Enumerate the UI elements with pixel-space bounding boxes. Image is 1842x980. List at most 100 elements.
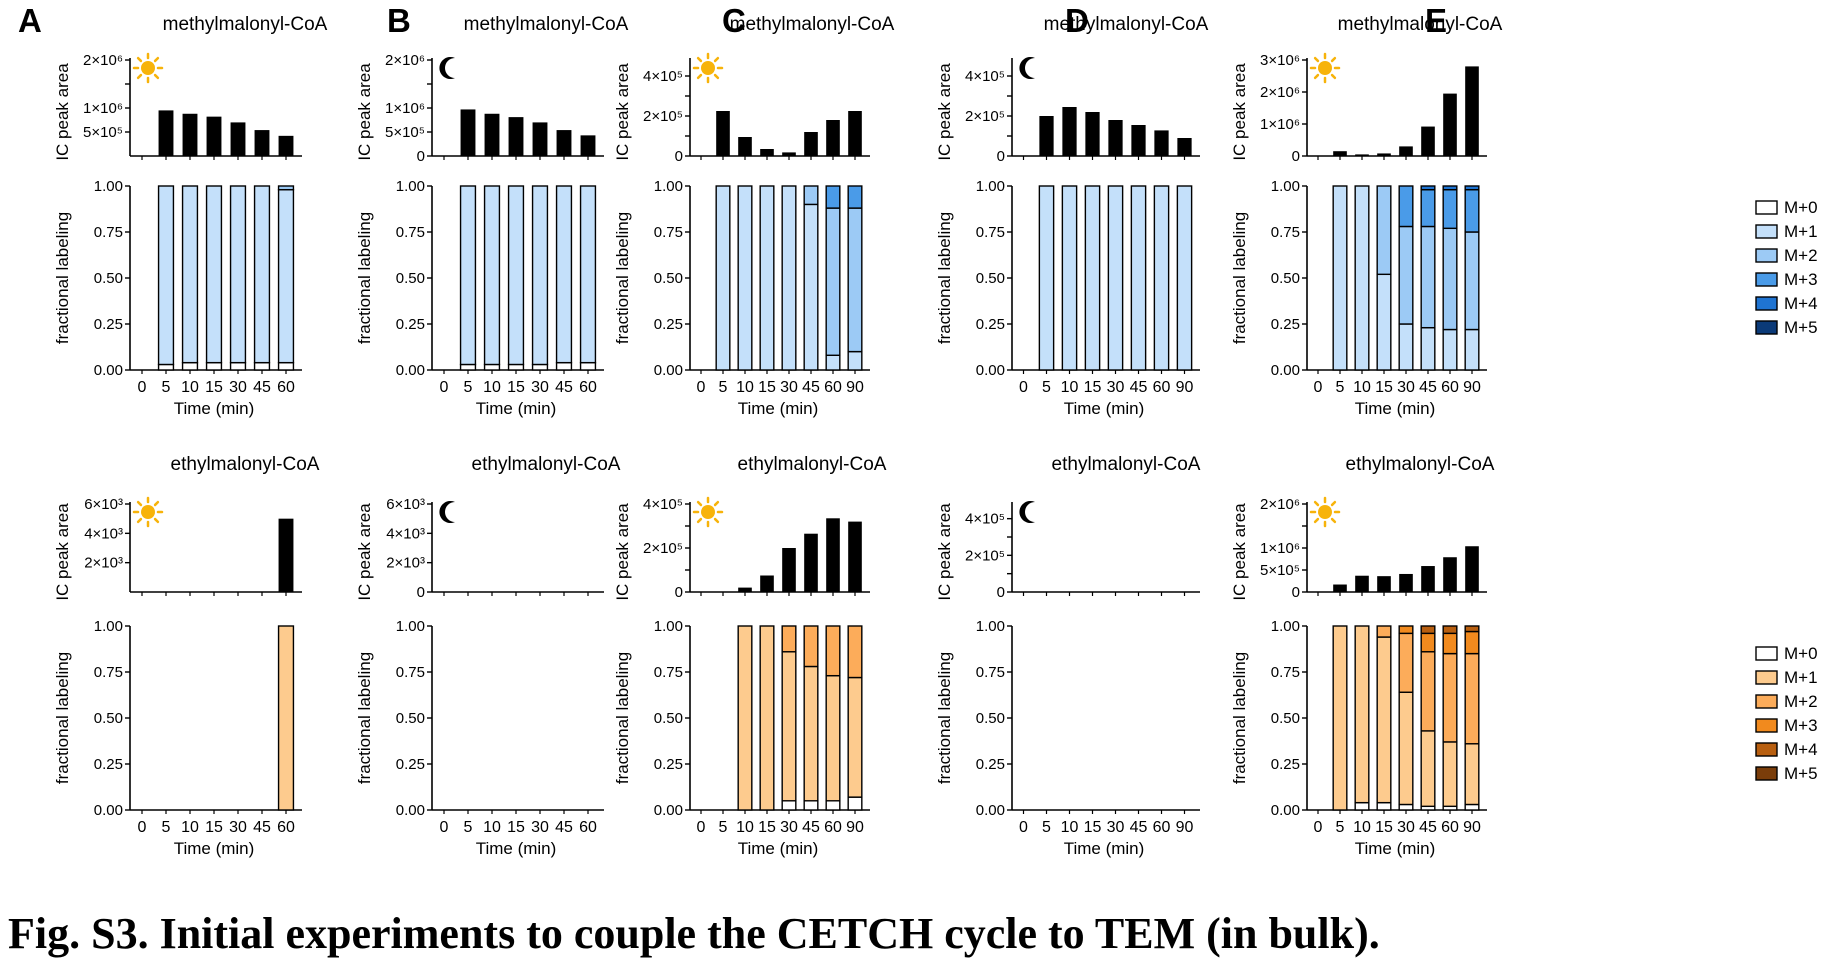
x-tick-label: 60 — [1153, 819, 1171, 836]
frac-bar-segment — [1376, 625, 1392, 638]
frac-bar-segment — [781, 625, 797, 653]
frac-bar-segment — [1442, 652, 1458, 743]
frac-bar-segment — [1176, 185, 1193, 371]
x-tick-label: 15 — [507, 379, 525, 396]
frac-y-tick-label: 0.50 — [654, 270, 683, 287]
peak-y-tick-label: 0 — [675, 584, 683, 601]
frac-bar-segment — [483, 363, 501, 371]
frac-bar-segment — [253, 185, 271, 364]
x-tick-label: 5 — [1336, 819, 1345, 836]
legend-swatch — [1755, 224, 1778, 239]
frac-bar-segment — [803, 800, 819, 811]
x-tick-label: 60 — [1441, 379, 1459, 396]
x-tick-label: 0 — [1314, 379, 1323, 396]
x-axis-label: Time (min) — [738, 839, 819, 858]
frac-bar-segment — [1442, 328, 1458, 371]
frac-y-tick-label: 0.25 — [94, 756, 123, 773]
peak-y-label: IC peak area — [935, 63, 954, 161]
frac-bar-segment — [579, 185, 597, 364]
peak-y-tick-label: 1×10⁶ — [385, 100, 425, 117]
frac-bar-segment — [1420, 632, 1436, 653]
chart-title: ethylmalonyl-CoA — [472, 454, 621, 475]
sun-ray — [136, 517, 143, 524]
peak-bar — [1355, 154, 1369, 156]
frac-y-label: fractional labeling — [1230, 212, 1249, 344]
sun-ray — [153, 517, 160, 524]
peak-y-tick-label: 1×10⁶ — [1260, 116, 1300, 133]
x-tick-label: 10 — [1353, 379, 1371, 396]
x-tick-label: 30 — [531, 379, 549, 396]
frac-bar-segment — [781, 800, 797, 811]
frac-y-tick-label: 0.00 — [94, 362, 123, 379]
frac-bar-segment — [847, 796, 863, 811]
frac-bar-segment — [1464, 652, 1480, 745]
x-tick-label: 30 — [229, 379, 247, 396]
x-tick-label: 5 — [464, 379, 473, 396]
chart-title: ethylmalonyl-CoA — [1052, 454, 1201, 475]
sun-icon — [141, 61, 155, 75]
frac-bar-segment — [459, 363, 477, 371]
sun-ray — [153, 73, 160, 80]
sun-ray — [713, 56, 720, 63]
peak-y-tick-label: 2×10⁵ — [643, 540, 683, 557]
frac-y-tick-label: 0.75 — [396, 664, 425, 681]
sun-icon — [1318, 505, 1332, 519]
frac-y-tick-label: 0.50 — [976, 710, 1005, 727]
peak-y-tick-label: 1×10⁶ — [1260, 540, 1300, 557]
frac-bar-segment — [825, 800, 841, 811]
peak-y-tick-label: 2×10⁵ — [965, 547, 1005, 564]
frac-y-label: fractional labeling — [53, 652, 72, 784]
frac-bar-segment — [847, 350, 863, 371]
peak-bar — [738, 587, 752, 592]
frac-y-tick-label: 0.75 — [654, 664, 683, 681]
x-tick-label: 30 — [780, 379, 798, 396]
peak-bar — [826, 120, 840, 156]
frac-bar-segment — [531, 363, 549, 371]
frac-bar-segment — [579, 361, 597, 371]
legend-label: M+5 — [1784, 318, 1818, 337]
peak-bar — [278, 518, 294, 592]
chart-panel-ethylmalonyl-c: ethylmalonyl-CoA 0 2×10⁵ 4×10⁵ IC peak area 0… — [613, 454, 887, 858]
frac-y-tick-label: 1.00 — [654, 618, 683, 635]
frac-bar-segment — [1420, 326, 1436, 371]
frac-bar-segment — [715, 185, 731, 371]
frac-bar-segment — [1354, 625, 1370, 804]
frac-bar-segment — [1398, 632, 1414, 693]
frac-y-tick-label: 0.00 — [1271, 802, 1300, 819]
frac-y-tick-label: 0.50 — [1271, 710, 1300, 727]
peak-y-tick-label: 4×10⁵ — [965, 511, 1005, 528]
peak-bar — [1465, 66, 1479, 156]
legend-label: M+4 — [1784, 740, 1818, 759]
sun-icon — [141, 505, 155, 519]
frac-y-tick-label: 0.75 — [1271, 664, 1300, 681]
chart-panel-methylmalonyl-e: methylmalonyl-CoA 0 1×10⁶ 2×10⁶ 3×10⁶ IC peak… — [1230, 14, 1503, 418]
x-tick-label: 5 — [1042, 379, 1051, 396]
x-tick-label: 0 — [440, 819, 449, 836]
peak-y-tick-label: 2×10⁶ — [1260, 496, 1300, 513]
sun-ray — [713, 517, 720, 524]
frac-bar-segment — [847, 207, 863, 353]
peak-y-label: IC peak area — [613, 63, 632, 161]
legend-label: M+3 — [1784, 270, 1818, 289]
panel-letter-B: B — [387, 2, 411, 39]
frac-y-tick-label: 0.50 — [976, 270, 1005, 287]
frac-bar-segment — [181, 361, 199, 371]
peak-bar — [1154, 130, 1169, 156]
x-tick-label: 15 — [205, 379, 223, 396]
frac-bar-segment — [1442, 185, 1458, 191]
chart-panel-ethylmalonyl-e: ethylmalonyl-CoA 0 5×10⁵ 1×10⁶ 2×10⁶ IC peak … — [1230, 454, 1495, 858]
frac-bar-segment — [1442, 188, 1458, 230]
x-axis-label: Time (min) — [1355, 399, 1436, 418]
legend-label: M+2 — [1784, 692, 1818, 711]
peak-bar — [508, 117, 524, 156]
sun-ray — [696, 500, 703, 507]
sun-ray — [713, 500, 720, 507]
frac-bar-segment — [1464, 188, 1480, 233]
moon-icon — [439, 501, 455, 523]
frac-bar-segment — [803, 203, 819, 371]
peak-bar — [1421, 126, 1435, 156]
legend-label: M+2 — [1784, 246, 1818, 265]
sun-icon — [1318, 61, 1332, 75]
frac-y-tick-label: 0.75 — [1271, 224, 1300, 241]
frac-y-tick-label: 0.75 — [94, 224, 123, 241]
